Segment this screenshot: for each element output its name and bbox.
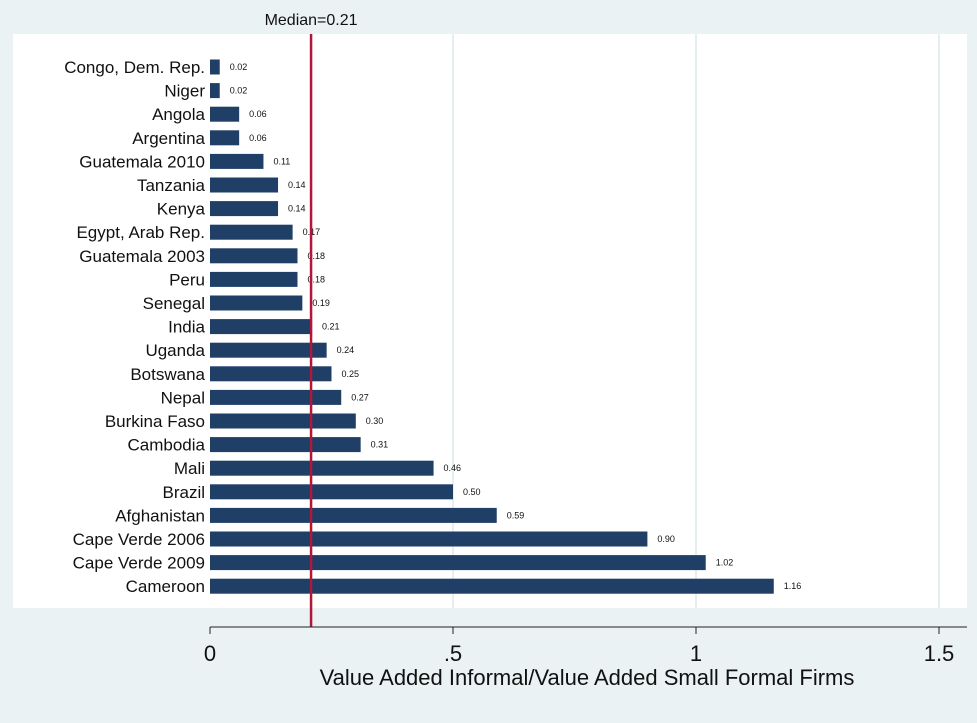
category-label: Cambodia <box>128 436 206 455</box>
category-label: Kenya <box>157 200 206 219</box>
bar <box>210 153 264 169</box>
category-label: Tanzania <box>137 176 206 195</box>
bar <box>210 59 220 75</box>
bar <box>210 366 332 382</box>
bar <box>210 319 313 335</box>
value-label: 0.90 <box>657 534 675 544</box>
value-label: 0.25 <box>342 369 360 379</box>
bar <box>210 201 279 217</box>
bar <box>210 578 774 594</box>
bar <box>210 224 293 240</box>
bar <box>210 342 327 358</box>
category-label: Niger <box>164 82 205 101</box>
x-axis-label: Value Added Informal/Value Added Small F… <box>320 665 855 690</box>
value-label: 0.27 <box>351 392 369 402</box>
bar <box>210 248 298 264</box>
value-label: 0.46 <box>444 463 462 473</box>
value-label: 0.21 <box>322 322 340 332</box>
x-axis: 0 .5 1 1.5 <box>204 626 967 666</box>
bar <box>210 555 706 571</box>
category-label: Mali <box>174 459 205 478</box>
x-tick-label: 1.5 <box>924 641 955 666</box>
bar <box>210 484 453 500</box>
value-label: 0.24 <box>337 345 355 355</box>
value-label: 0.02 <box>230 62 248 72</box>
value-label: 0.06 <box>249 133 267 143</box>
value-label: 0.18 <box>307 251 325 261</box>
category-label: Uganda <box>145 341 205 360</box>
category-label: India <box>168 318 205 337</box>
category-label: Nepal <box>161 388 205 407</box>
value-label: 0.14 <box>288 180 306 190</box>
value-label: 0.06 <box>249 109 267 119</box>
x-tick-label: .5 <box>444 641 462 666</box>
value-label: 0.50 <box>463 487 481 497</box>
category-label: Angola <box>152 105 205 124</box>
bar <box>210 507 497 523</box>
bar <box>210 106 240 122</box>
bar <box>210 130 240 146</box>
category-label: Botswana <box>130 365 205 384</box>
value-label: 0.59 <box>507 510 525 520</box>
category-label: Cape Verde 2009 <box>73 554 205 573</box>
bar <box>210 177 279 193</box>
category-label: Senegal <box>143 294 205 313</box>
value-label: 1.02 <box>716 558 734 568</box>
category-label: Guatemala 2003 <box>79 247 205 266</box>
value-label: 0.11 <box>273 156 290 166</box>
x-tick-label: 1 <box>690 641 702 666</box>
value-label: 0.30 <box>366 416 384 426</box>
category-label: Guatemala 2010 <box>79 152 205 171</box>
value-label: 1.16 <box>784 581 802 591</box>
category-label: Argentina <box>132 129 205 148</box>
bars: Congo, Dem. Rep. 0.02 Niger 0.02 Angola 0.06 A… <box>64 58 801 596</box>
value-label: 0.19 <box>312 298 330 308</box>
bar <box>210 413 356 429</box>
value-label: 0.14 <box>288 204 306 214</box>
category-label: Brazil <box>162 483 205 502</box>
bar <box>210 271 298 287</box>
category-label: Cameroon <box>126 577 205 596</box>
bar <box>210 389 342 405</box>
value-label: 0.02 <box>230 86 248 96</box>
bar <box>210 295 303 311</box>
value-label: 0.18 <box>307 274 325 284</box>
category-label: Afghanistan <box>115 506 205 525</box>
median-label: Median=0.21 <box>265 12 358 29</box>
category-label: Egypt, Arab Rep. <box>76 223 205 242</box>
category-label: Cape Verde 2006 <box>73 530 205 549</box>
x-tick-label: 0 <box>204 641 216 666</box>
category-label: Congo, Dem. Rep. <box>64 58 205 77</box>
bar <box>210 460 434 476</box>
value-label: 0.31 <box>371 440 389 450</box>
bar <box>210 83 220 99</box>
bar <box>210 437 361 453</box>
category-label: Peru <box>169 270 205 289</box>
category-label: Burkina Faso <box>105 412 205 431</box>
bar <box>210 531 648 547</box>
